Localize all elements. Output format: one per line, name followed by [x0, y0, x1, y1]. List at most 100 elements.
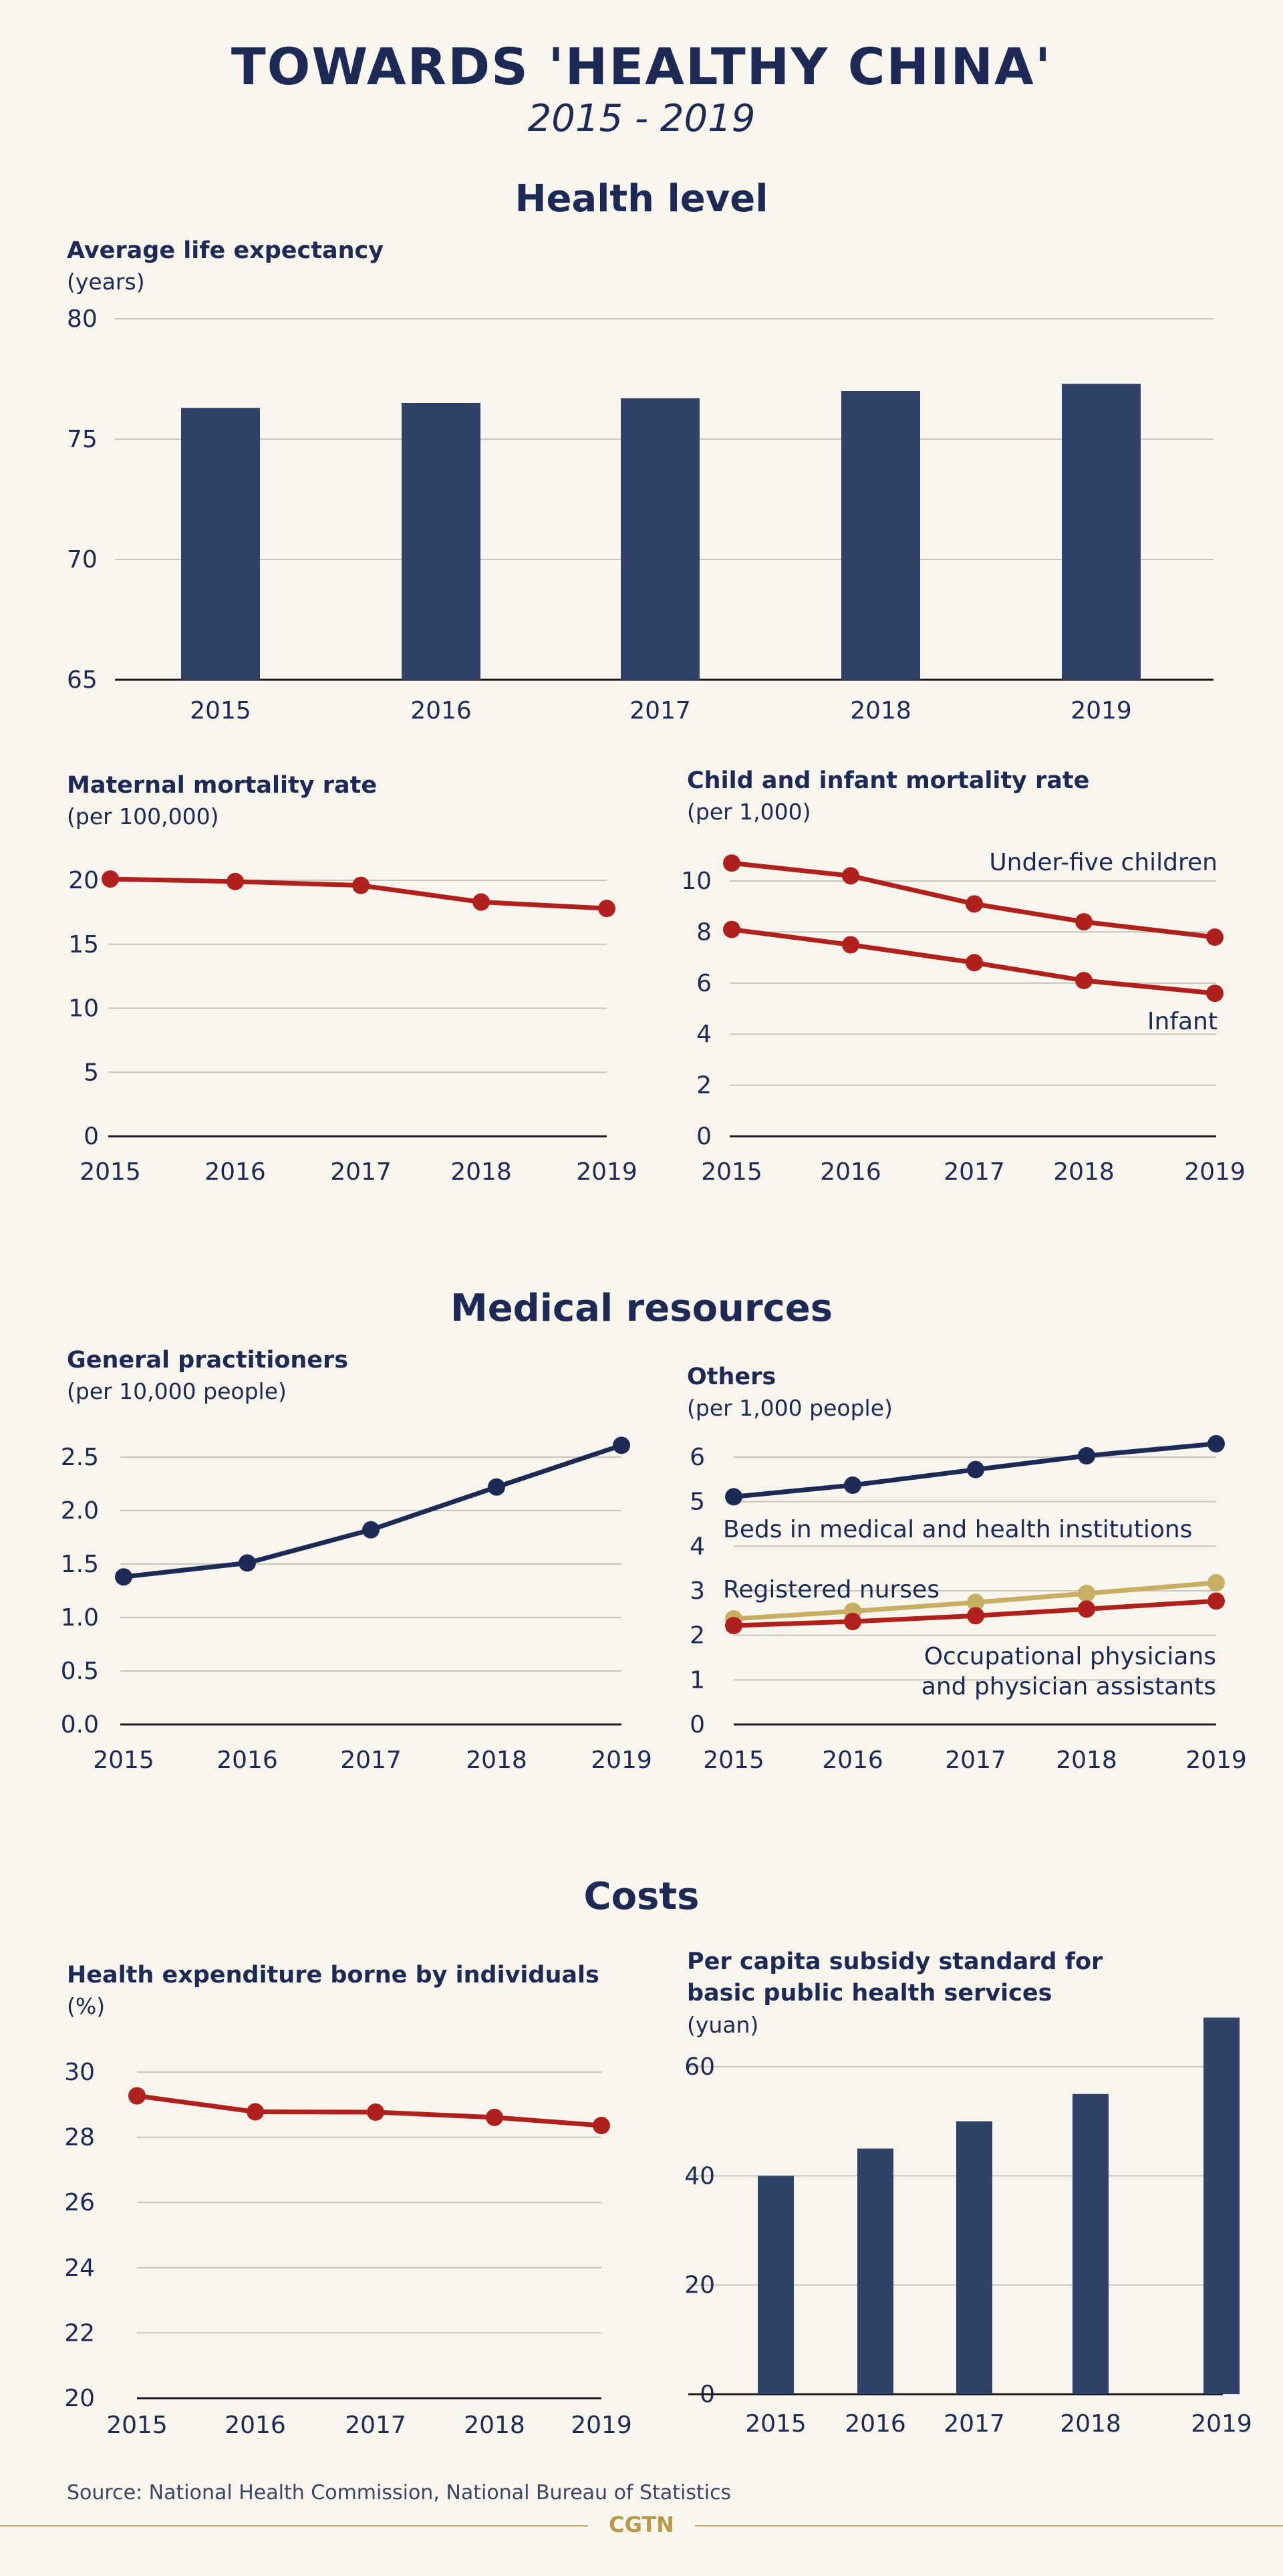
child-data-point: [1206, 985, 1224, 1003]
child-y-tick-label: 0: [696, 1123, 712, 1150]
maternal-data-point: [227, 872, 244, 890]
others-data-point: [967, 1593, 984, 1612]
gp-x-tick-label: 2015: [93, 1747, 154, 1774]
expenditure-x-tick-label: 2018: [464, 2412, 525, 2439]
subsidy-bar: [857, 2148, 893, 2394]
child-data-point: [842, 867, 859, 885]
gp-data-point: [613, 1436, 630, 1454]
others-data-point: [1078, 1585, 1095, 1602]
gp-data-point: [488, 1478, 505, 1496]
subsidy-x-tick-label: 2018: [1060, 2410, 1121, 2438]
maternal-data-point: [598, 900, 615, 918]
others-data-point: [1078, 1447, 1095, 1464]
main-title: TOWARDS 'HEALTHY CHINA': [231, 37, 1052, 96]
life-bar: [1062, 384, 1141, 680]
others-chart: 0 1 2 3 4 5 6 2015 2016 2017 2018 2019 Beds in medic…: [690, 1435, 1247, 1774]
others-data-point: [725, 1617, 742, 1634]
subsidy-y-tick-label: 20: [684, 2272, 715, 2299]
life-bar: [841, 391, 920, 680]
child-data-point: [966, 954, 983, 972]
section-title-health-level: Health level: [515, 177, 768, 221]
subsidy-bar: [1203, 2017, 1240, 2394]
health-expenditure-title: Health expenditure borne by individuals: [67, 1962, 599, 1988]
others-x-tick-label: 2018: [1056, 1747, 1117, 1774]
subsidy-bar: [956, 2121, 992, 2394]
subsidy-title-line2: basic public health services: [687, 1980, 1052, 2007]
gp-data-point: [362, 1521, 380, 1539]
child-data-point: [1075, 971, 1093, 989]
expenditure-x-tick-label: 2017: [345, 2412, 406, 2439]
others-data-point: [1207, 1574, 1225, 1591]
others-y-tick-label: 2: [690, 1622, 705, 1650]
expenditure-data-point: [486, 2108, 503, 2126]
gp-y-tick-label: 1.5: [61, 1551, 99, 1578]
gp-x-tick-label: 2018: [466, 1747, 527, 1774]
child-data-point: [723, 920, 740, 938]
others-y-tick-label: 3: [690, 1577, 705, 1605]
general-practitioners-chart: 0.0 0.5 1.0 1.5 2.0 2.5 2015 2016 2017 2018 2019: [61, 1436, 652, 1774]
life-y-tick-label: 65: [67, 666, 98, 694]
others-y-tick-label: 5: [690, 1489, 705, 1516]
others-series-label: Beds in medical and health institutions: [723, 1516, 1192, 1543]
expenditure-y-tick-label: 20: [64, 2385, 95, 2412]
gp-y-tick-label: 0.5: [61, 1658, 99, 1685]
expenditure-data-point: [247, 2103, 264, 2121]
others-y-tick-label: 1: [690, 1666, 705, 1694]
child-y-tick-label: 2: [696, 1072, 712, 1100]
others-data-point: [967, 1460, 984, 1478]
life-x-tick-label: 2017: [629, 697, 691, 725]
others-data-point: [844, 1476, 861, 1494]
life-x-tick-label: 2015: [190, 697, 251, 725]
child-data-point: [723, 854, 740, 872]
others-x-tick-label: 2016: [822, 1747, 883, 1774]
footer-rule-left: [0, 2525, 588, 2527]
gp-data-point: [239, 1554, 256, 1572]
others-series-label: and physician assistants: [921, 1673, 1216, 1700]
child-mortality-chart: 0 2 4 6 8 10 2015 2016 2017 2018 2019 Under-five ch…: [681, 849, 1246, 1186]
subsidy-x-tick-label: 2017: [944, 2410, 1005, 2438]
child-series-label: Infant: [1147, 1008, 1218, 1035]
gp-y-tick-label: 1.0: [61, 1604, 99, 1632]
subsidy-unit: (yuan): [687, 2012, 759, 2038]
life-expectancy-chart: 65 70 75 80 2015 2016 2017 2018 2019: [67, 305, 1214, 725]
child-y-tick-label: 10: [681, 868, 712, 895]
expenditure-x-tick-label: 2015: [106, 2412, 168, 2439]
general-practitioners-title: General practitioners: [67, 1347, 349, 1374]
expenditure-y-tick-label: 22: [64, 2319, 95, 2347]
maternal-mortality-title: Maternal mortality rate: [67, 772, 378, 799]
expenditure-x-tick-label: 2019: [571, 2412, 632, 2439]
source-note: Source: National Health Commission, Nati…: [67, 2481, 732, 2504]
maternal-y-tick-label: 15: [68, 931, 99, 958]
child-mortality-unit: (per 1,000): [687, 799, 811, 825]
expenditure-y-tick-label: 26: [64, 2189, 95, 2216]
child-x-tick-label: 2018: [1053, 1158, 1115, 1186]
subsidy-bar: [1073, 2093, 1109, 2394]
gp-x-tick-label: 2016: [217, 1747, 278, 1774]
subsidy-x-tick-label: 2015: [745, 2410, 807, 2438]
gp-y-tick-label: 2.0: [61, 1497, 99, 1525]
gp-y-tick-label: 0.0: [61, 1711, 99, 1738]
others-data-point: [967, 1607, 984, 1625]
expenditure-data-point: [128, 2087, 146, 2105]
life-y-tick-label: 75: [67, 426, 98, 453]
maternal-x-tick-label: 2019: [576, 1158, 637, 1186]
health-expenditure-unit: (%): [67, 1993, 106, 2019]
brand-text: CGTN: [597, 2512, 686, 2537]
expenditure-x-tick-label: 2016: [225, 2412, 286, 2439]
others-data-point: [1207, 1592, 1225, 1610]
expenditure-y-tick-label: 28: [64, 2124, 95, 2152]
life-x-tick-label: 2018: [850, 697, 911, 725]
cgtn-logo: CGTN: [0, 2512, 1283, 2537]
maternal-data-point: [102, 870, 119, 888]
gp-y-tick-label: 2.5: [61, 1444, 99, 1471]
child-data-point: [1206, 928, 1224, 946]
child-y-tick-label: 4: [696, 1021, 712, 1048]
child-data-point: [1075, 913, 1093, 931]
life-bar: [181, 408, 260, 680]
subsidy-bar: [758, 2176, 794, 2394]
others-data-point: [844, 1613, 861, 1630]
subsidy-title-line1: Per capita subsidy standard for: [687, 1948, 1103, 1975]
child-y-tick-label: 8: [696, 918, 712, 946]
child-y-tick-label: 6: [696, 970, 712, 997]
